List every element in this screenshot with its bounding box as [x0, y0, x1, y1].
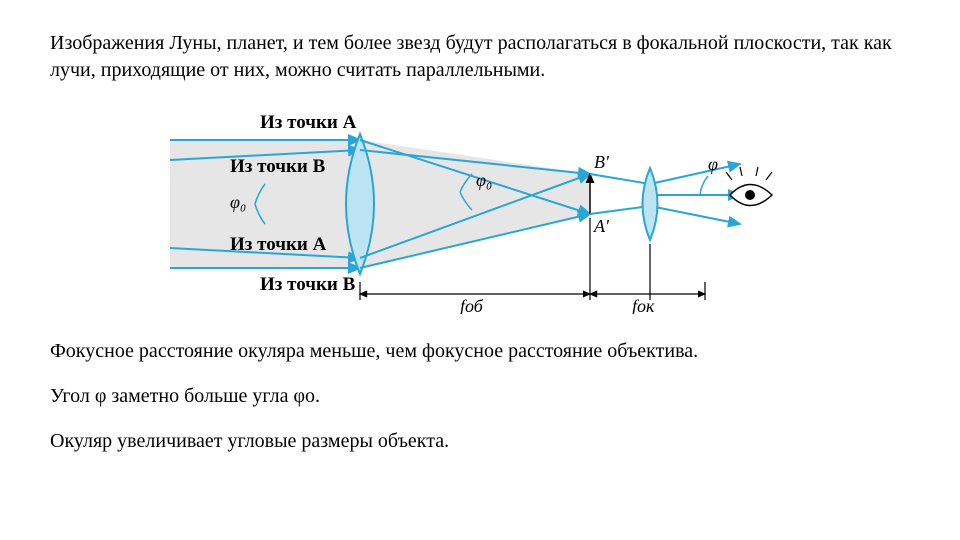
intro-text: Изображения Луны, планет, и тем более зв…: [50, 30, 910, 84]
label-fob: fоб: [460, 296, 484, 314]
label-from-b-top: Из точки B: [230, 156, 326, 177]
label-b-prime: B': [594, 152, 610, 172]
eye-icon: [726, 167, 772, 206]
note-1: Фокусное расстояние окуляра меньше, чем …: [50, 338, 910, 365]
label-phi0-right: φ₀: [476, 170, 492, 190]
note-2: Угол φ заметно больше угла φо.: [50, 383, 910, 410]
label-from-b-bot: Из точки B: [260, 274, 356, 295]
label-from-a-bot: Из точки A: [230, 234, 327, 255]
label-from-a-top: Из точки A: [260, 112, 357, 133]
label-phi0-left: φ₀: [230, 192, 246, 212]
label-phi: φ: [708, 154, 718, 174]
label-a-prime: A': [593, 216, 610, 236]
optics-diagram: Из точки A Из точки B Из точки A Из точк…: [160, 94, 800, 314]
label-fok: fок: [632, 296, 655, 314]
diagram-container: Из точки A Из точки B Из точки A Из точк…: [50, 94, 910, 314]
note-3: Окуляр увеличивает угловые размеры объек…: [50, 428, 910, 455]
